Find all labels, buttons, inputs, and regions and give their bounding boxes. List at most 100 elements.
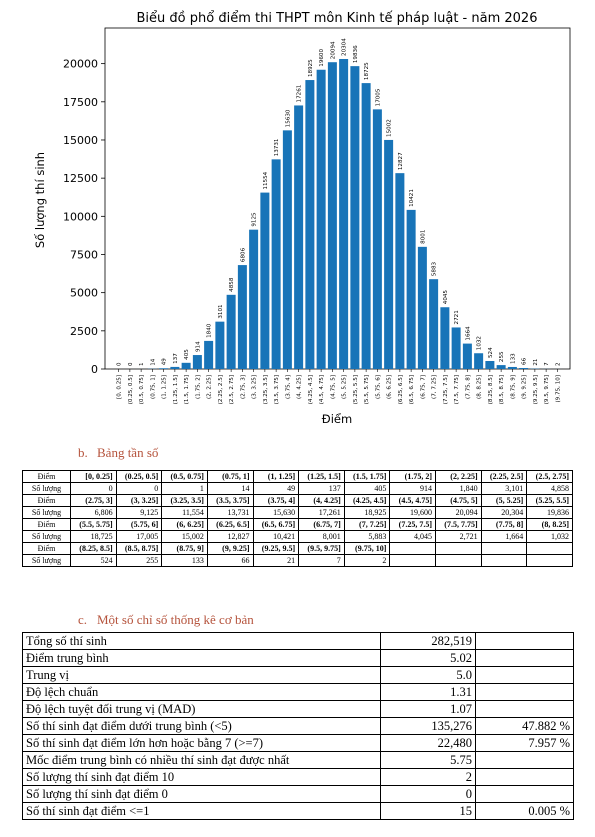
value-label: 133 (510, 353, 516, 364)
x-tick-label: (7, 7.25] (432, 375, 438, 399)
count-cell: 21 (252, 554, 300, 567)
stats-row: Độ lệch chuẩn 1.31 (22, 683, 574, 701)
count-cell: 5,883 (343, 530, 391, 543)
empty-cell (526, 554, 573, 567)
count-cell: 66 (206, 554, 254, 567)
chart: Biểu đồ phổ điểm thi THPT môn Kinh tế ph… (33, 11, 571, 426)
x-tick-label: (7.25, 7.5] (443, 375, 449, 404)
x-tick-label: (4.25, 4.5] (308, 375, 314, 404)
bar (215, 321, 225, 369)
count-cell: 13,731 (206, 506, 254, 519)
x-tick-label: (1.75, 2] (195, 375, 201, 399)
stat-value: 7.957 % (475, 734, 574, 752)
stats-row: Mốc điểm trung bình có nhiều thí sinh đạ… (22, 751, 574, 769)
stat-name: Số thí sinh đạt điểm lớn hơn hoặc bằng 7… (22, 734, 381, 752)
stat-value: 2 (380, 768, 476, 786)
stat-name: Mốc điểm trung bình có nhiều thí sinh đạ… (22, 751, 381, 769)
stats-row: Số thí sinh đạt điểm <=1 15 0.005 % (22, 802, 574, 820)
bar (159, 368, 169, 369)
bin-cell: (5.5, 5.75] (70, 518, 117, 531)
count-cell: 1,664 (480, 530, 528, 543)
bin-cell: (2.5, 2.75] (526, 470, 573, 483)
heading-text: Bảng tần số (97, 445, 159, 460)
x-tick-label: (8.75, 9] (510, 375, 516, 399)
bar (417, 246, 427, 369)
empty-cell (475, 683, 574, 701)
x-tick-label: (7.5, 7.75] (454, 375, 460, 404)
count-cell: 1 (161, 482, 208, 495)
bin-cell: (9.75, 10] (343, 542, 391, 555)
bin-cell: (0.75, 1] (206, 470, 254, 483)
x-tick-label: (3, 3.25] (252, 375, 258, 399)
empty-cell (480, 542, 528, 555)
bin-cell: (6, 6.25] (161, 518, 208, 531)
stat-value: 1.31 (380, 683, 476, 701)
bin-cell: (3.25, 3.5] (161, 494, 208, 507)
stat-name: Số lượng thí sinh đạt điểm 0 (22, 785, 381, 803)
count-cell: 3,101 (480, 482, 528, 495)
count-row: Số lượng 524 255 133 66 21 7 2 (22, 554, 573, 567)
value-label: 19836 (353, 45, 359, 63)
bar (192, 355, 202, 369)
bar (170, 366, 180, 369)
bin-cell: (8.75, 9] (161, 542, 208, 555)
count-cell: 255 (115, 554, 163, 567)
stat-value: 5.02 (380, 649, 476, 667)
bin-cell: (2, 2.25] (435, 470, 482, 483)
bar (519, 367, 529, 369)
bin-cell: (4.75, 5] (435, 494, 482, 507)
bar (372, 109, 382, 369)
empty-cell (475, 751, 574, 769)
bar (282, 130, 292, 369)
count-cell: 2 (343, 554, 391, 567)
x-tick-label: (5, 5.25] (342, 375, 348, 399)
bin-cell: [0, 0.25] (70, 470, 117, 483)
stats-table: Tổng số thí sinh 282,519 Điểm trung bình 5.… (22, 632, 574, 820)
stat-name: Độ lệch chuẩn (22, 683, 381, 701)
value-label: 18725 (364, 62, 370, 80)
count-cell: 0 (70, 482, 117, 495)
x-tick-label: (9, 9.25] (522, 375, 528, 399)
y-tick-label: 10000 (63, 210, 98, 223)
value-label: 405 (184, 349, 190, 360)
stat-value: 5.75 (380, 751, 476, 769)
stat-name: Tổng số thí sinh (22, 632, 381, 650)
stat-value: 5.0 (380, 666, 476, 684)
count-cell: 405 (343, 482, 391, 495)
bar (440, 307, 450, 369)
count-cell: 137 (298, 482, 345, 495)
x-tick-label: (3.25, 3.5] (263, 375, 269, 404)
bar (350, 66, 360, 370)
x-tick-label: (1.25, 1.5] (173, 375, 179, 404)
value-label: 137 (173, 353, 179, 364)
bin-cell: (3.5, 3.75] (206, 494, 254, 507)
count-cell: 524 (70, 554, 117, 567)
x-tick-label: (2.25, 2.5] (218, 375, 224, 404)
count-cell: 19,600 (389, 506, 436, 519)
value-label: 17005 (375, 88, 381, 106)
count-cell: 914 (389, 482, 436, 495)
empty-cell (475, 700, 574, 718)
stat-value: 47.882 % (475, 717, 574, 735)
bar (271, 159, 281, 369)
stats-row: Tổng số thí sinh 282,519 (22, 632, 574, 650)
x-tick-label: (5.75, 6] (375, 375, 381, 399)
value-label: 2 (555, 362, 561, 366)
bar (429, 279, 439, 369)
x-tick-label: (8.5, 8.75] (499, 375, 505, 404)
count-cell: 133 (161, 554, 208, 567)
bar (462, 343, 472, 369)
count-cell: 10,421 (252, 530, 300, 543)
value-label: 4858 (229, 277, 235, 292)
bin-cell: (7.25, 7.5] (389, 518, 436, 531)
value-label: 20304 (342, 38, 348, 56)
row-label: Số lượng (22, 530, 71, 543)
empty-cell (526, 542, 573, 555)
count-cell: 20,304 (480, 506, 528, 519)
x-tick-label: (5.5, 5.75] (364, 375, 370, 404)
bin-cell: (1.5, 1.75] (343, 470, 391, 483)
value-label: 7 (544, 362, 550, 366)
bin-row: Điểm [0, 0.25] (0.25, 0.5] (0.5, 0.75] (0.75… (22, 470, 573, 483)
bar (327, 62, 337, 369)
